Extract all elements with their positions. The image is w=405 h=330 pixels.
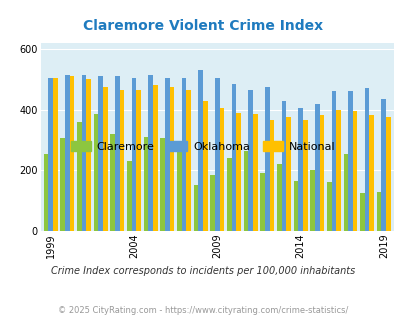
- Bar: [169, 87, 174, 231]
- Bar: [347, 91, 352, 231]
- Bar: [281, 101, 286, 231]
- Bar: [193, 185, 198, 231]
- Bar: [297, 108, 302, 231]
- Bar: [93, 114, 98, 231]
- Bar: [381, 99, 385, 231]
- Bar: [252, 114, 257, 231]
- Bar: [181, 78, 186, 231]
- Bar: [335, 110, 340, 231]
- Bar: [198, 70, 202, 231]
- Bar: [385, 117, 390, 231]
- Bar: [43, 154, 48, 231]
- Bar: [359, 193, 364, 231]
- Text: Crime Index corresponds to incidents per 100,000 inhabitants: Crime Index corresponds to incidents per…: [51, 266, 354, 276]
- Bar: [260, 173, 264, 231]
- Bar: [214, 78, 219, 231]
- Bar: [148, 75, 153, 231]
- Bar: [302, 120, 307, 231]
- Bar: [247, 90, 252, 231]
- Bar: [127, 161, 131, 231]
- Bar: [119, 90, 124, 231]
- Bar: [136, 90, 141, 231]
- Bar: [153, 85, 157, 231]
- Bar: [143, 137, 148, 231]
- Bar: [376, 191, 381, 231]
- Bar: [269, 120, 273, 231]
- Bar: [309, 170, 314, 231]
- Bar: [343, 154, 347, 231]
- Text: © 2025 CityRating.com - https://www.cityrating.com/crime-statistics/: © 2025 CityRating.com - https://www.city…: [58, 306, 347, 315]
- Bar: [236, 113, 240, 231]
- Bar: [86, 79, 91, 231]
- Bar: [60, 139, 65, 231]
- Bar: [98, 76, 102, 231]
- Bar: [110, 134, 115, 231]
- Bar: [276, 164, 281, 231]
- Bar: [131, 78, 136, 231]
- Bar: [231, 84, 236, 231]
- Bar: [202, 101, 207, 231]
- Bar: [115, 76, 119, 231]
- Bar: [77, 122, 81, 231]
- Bar: [369, 115, 373, 231]
- Bar: [219, 108, 224, 231]
- Bar: [364, 88, 369, 231]
- Bar: [210, 175, 214, 231]
- Bar: [286, 117, 290, 231]
- Bar: [186, 90, 190, 231]
- Bar: [243, 150, 247, 231]
- Bar: [160, 139, 164, 231]
- Bar: [226, 158, 231, 231]
- Legend: Claremore, Oklahoma, National: Claremore, Oklahoma, National: [66, 137, 339, 156]
- Bar: [65, 75, 69, 231]
- Text: Claremore Violent Crime Index: Claremore Violent Crime Index: [83, 19, 322, 33]
- Bar: [177, 148, 181, 231]
- Bar: [164, 78, 169, 231]
- Bar: [53, 78, 58, 231]
- Bar: [264, 87, 269, 231]
- Bar: [48, 78, 53, 231]
- Bar: [314, 104, 319, 231]
- Bar: [331, 91, 335, 231]
- Bar: [69, 76, 74, 231]
- Bar: [293, 181, 297, 231]
- Bar: [81, 75, 86, 231]
- Bar: [319, 115, 323, 231]
- Bar: [326, 182, 331, 231]
- Bar: [102, 87, 107, 231]
- Bar: [352, 111, 357, 231]
